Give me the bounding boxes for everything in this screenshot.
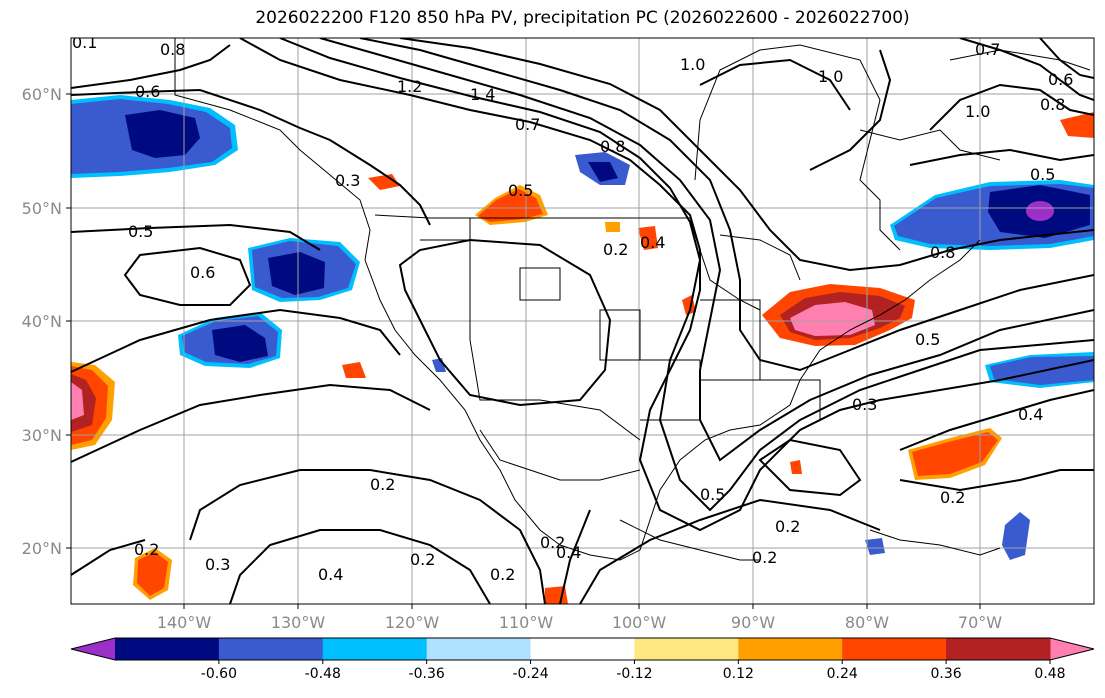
contour-label: 0.3 <box>852 395 877 414</box>
lat-label: 20°N <box>22 539 62 558</box>
contour-label: 0.7 <box>515 115 540 134</box>
coastlines <box>174 38 1091 561</box>
colorbar-tick-label: -0.36 <box>409 666 445 682</box>
lat-label: 40°N <box>22 312 62 331</box>
precip-fill-layer <box>71 95 1094 604</box>
colorbar-tick-label: -0.12 <box>616 666 652 682</box>
lon-label: 80°W <box>845 613 889 632</box>
lon-label: 110°W <box>499 613 554 632</box>
contour-label-layer: 0.1 0.8 0.6 1.2 1.4 0.7 0.8 1.0 1.0 0.7 … <box>72 33 1073 584</box>
lon-label: 140°W <box>157 613 212 632</box>
colorbar-tick-label: -0.60 <box>201 666 237 682</box>
lat-label: 60°N <box>22 85 62 104</box>
neg-anomaly-region <box>212 325 268 362</box>
contour-label: 0.6 <box>135 82 160 101</box>
contour-label: 1.0 <box>680 55 705 74</box>
contour-label: 1.0 <box>818 67 843 86</box>
contour-label: 0.4 <box>556 543 581 562</box>
lon-label: 90°W <box>731 613 775 632</box>
map-title: 2026022200 F120 850 hPa PV, precipitatio… <box>255 8 910 28</box>
colorbar-segment <box>322 638 428 660</box>
pos-anomaly-region <box>790 460 802 474</box>
colorbar-tick-label: 0.24 <box>827 666 858 682</box>
contour-label: 0.8 <box>160 40 185 59</box>
pos-anomaly-region <box>478 189 543 222</box>
contour-label: 0.2 <box>370 475 395 494</box>
colorbar-segment <box>426 638 532 660</box>
contour-label: 0.2 <box>603 240 628 259</box>
contour-label: 0.1 <box>72 33 97 52</box>
contour-label: 0.6 <box>1048 70 1073 89</box>
contour-label: 0.2 <box>410 550 435 569</box>
lat-label: 50°N <box>22 199 62 218</box>
pv-contours <box>71 38 1094 604</box>
neg-anomaly-region <box>588 162 618 182</box>
contour-label: 0.4 <box>640 233 665 252</box>
neg-anomaly-region <box>1026 201 1054 221</box>
lon-label: 100°W <box>612 613 667 632</box>
pos-anomaly-region <box>368 174 400 190</box>
neg-anomaly-region <box>865 538 885 555</box>
contour-label: 0.2 <box>775 517 800 536</box>
colorbar-segment <box>842 638 947 660</box>
colorbar-tick-label: 0.12 <box>723 666 754 682</box>
colorbar-tick-label: -0.48 <box>305 666 341 682</box>
contour-label: 0.2 <box>940 488 965 507</box>
contour-label: 0.2 <box>490 565 515 584</box>
contour-label: 0.5 <box>700 485 725 504</box>
contour-label: 0.5 <box>508 181 533 200</box>
pos-anomaly-region <box>790 302 875 336</box>
contour-label: 0.7 <box>975 40 1000 59</box>
pos-anomaly-region <box>912 432 998 476</box>
contour-label: 0.5 <box>915 330 940 349</box>
contour-label: 1.4 <box>470 85 495 104</box>
pos-anomaly-region <box>605 222 620 232</box>
lon-label: 130°W <box>271 613 326 632</box>
contour-label: 0.2 <box>752 548 777 567</box>
contour-label: 0.5 <box>1030 165 1055 184</box>
contour-label: 0.3 <box>205 555 230 574</box>
colorbar-segment <box>530 638 635 660</box>
contour-label: 0.2 <box>540 533 565 552</box>
contour-label: 1.0 <box>965 102 990 121</box>
colorbar: -0.60 -0.48 -0.36 -0.24 -0.12 0.12 0.24 0.36 0.4… <box>70 637 1095 682</box>
contour-label: 0.4 <box>1018 405 1043 424</box>
colorbar-tick-label: 0.48 <box>1034 666 1065 682</box>
pos-anomaly-region <box>342 362 366 378</box>
colorbar-segment <box>218 638 324 660</box>
longitude-axis: 140°W 130°W 120°W 110°W 100°W 90°W 80°W … <box>157 604 1002 632</box>
contour-label: 0.8 <box>1040 95 1065 114</box>
pos-anomaly-region <box>71 382 84 420</box>
contour-label: 0.6 <box>190 263 215 282</box>
colorbar-extend-high <box>1050 638 1094 660</box>
pos-anomaly-region <box>137 552 168 596</box>
pos-anomaly-region <box>638 226 658 250</box>
contour-label: 0.8 <box>930 243 955 262</box>
contour-label: 0.5 <box>128 222 153 241</box>
contour-label: 0.2 <box>134 540 159 559</box>
contour-label: 0.3 <box>335 171 360 190</box>
colorbar-extend-low <box>71 638 115 660</box>
pos-anomaly-region <box>1060 112 1094 138</box>
colorbar-tick-label: 0.36 <box>931 666 962 682</box>
latitude-axis: 60°N 50°N 40°N 30°N 20°N <box>22 85 71 558</box>
contour-label: 0.4 <box>318 565 343 584</box>
neg-anomaly-region <box>125 110 200 158</box>
colorbar-tick-label: -0.24 <box>512 666 548 682</box>
lon-label: 70°W <box>958 613 1002 632</box>
lat-label: 30°N <box>22 426 62 445</box>
colorbar-segment <box>115 638 220 660</box>
contour-label: 0.8 <box>600 137 625 156</box>
lon-label: 120°W <box>385 613 440 632</box>
colorbar-segment <box>946 638 1051 660</box>
neg-anomaly-region <box>268 252 325 295</box>
colorbar-segment <box>738 638 843 660</box>
graticule <box>71 38 1094 604</box>
colorbar-segment <box>634 638 739 660</box>
contour-label: 1.2 <box>397 77 422 96</box>
pos-anomaly-region <box>545 586 568 604</box>
